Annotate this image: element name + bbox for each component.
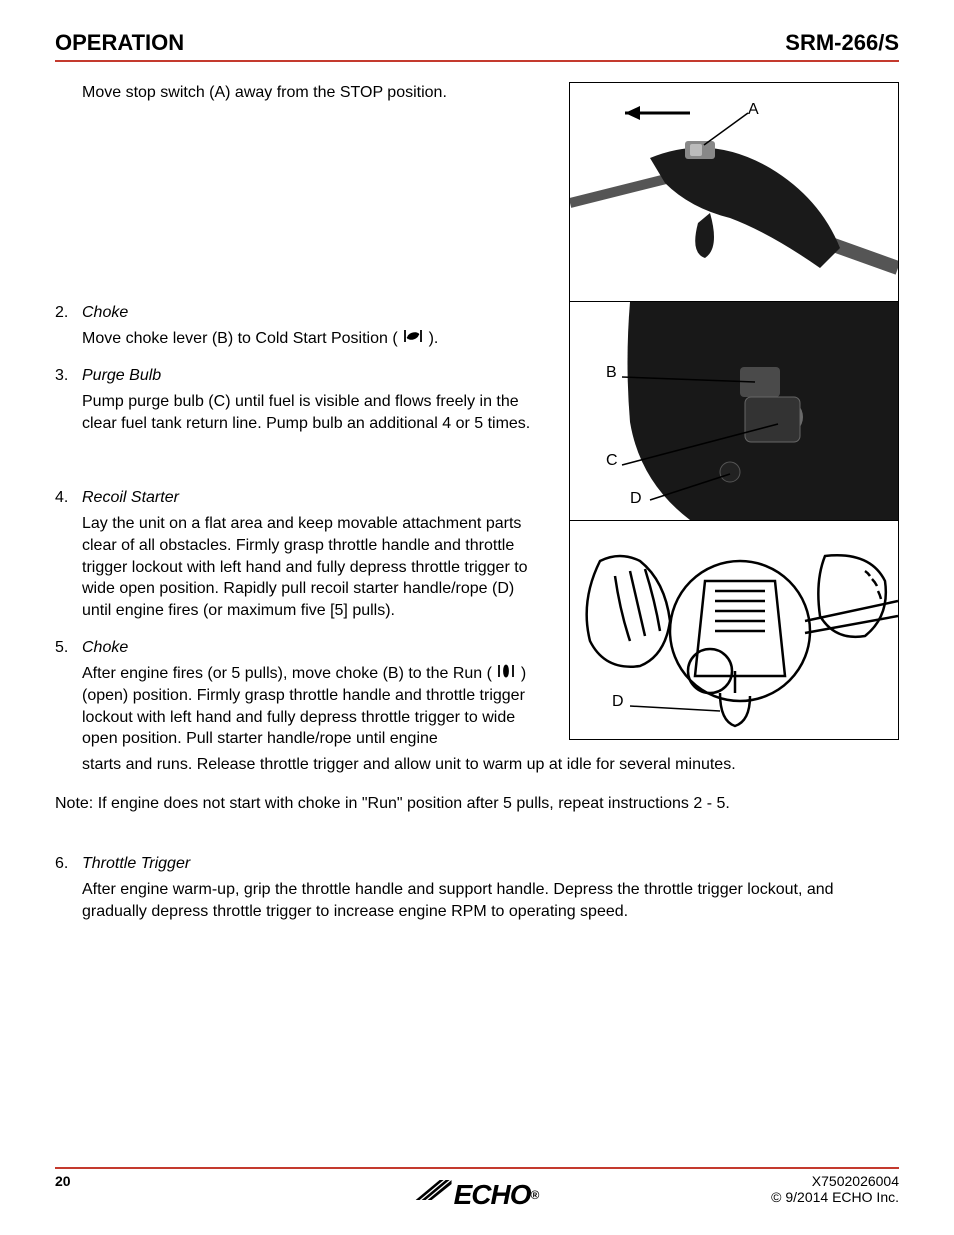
logo-text: ECHO xyxy=(454,1179,531,1211)
document-number: X7502026004 xyxy=(771,1173,899,1189)
step-text: Move choke lever (B) to Cold Start Posit… xyxy=(82,328,545,350)
footer-rule xyxy=(55,1167,899,1169)
echo-logo: ECHO ® xyxy=(416,1179,539,1211)
content-area: A B C D xyxy=(55,82,899,922)
figure-engine-choke: B C D xyxy=(569,301,899,521)
step-text-after: ). xyxy=(429,330,439,347)
step-text-before: After engine fires (or 5 pulls), move ch… xyxy=(82,665,492,682)
page-number: 20 xyxy=(55,1173,71,1189)
figure-stack: A B C D xyxy=(569,82,899,739)
note-text: Note: If engine does not start with chok… xyxy=(55,793,899,815)
text-column: 2. Choke Move choke lever (B) to Cold St… xyxy=(55,304,545,750)
figure-label-c: C xyxy=(606,452,618,470)
step-5-continuation: starts and runs. Release throttle trigge… xyxy=(82,754,899,776)
logo-stripes-icon xyxy=(416,1179,452,1211)
step-text: Pump purge bulb (C) until fuel is visibl… xyxy=(82,391,545,434)
copyright: © 9/2014 ECHO Inc. xyxy=(771,1189,899,1205)
step-5: 5. Choke After engine fires (or 5 pulls)… xyxy=(55,639,545,749)
step-title: Throttle Trigger xyxy=(82,855,899,873)
step-3: 3. Purge Bulb Pump purge bulb (C) until … xyxy=(55,367,545,434)
step-number: 6. xyxy=(55,855,82,922)
figure-label-d-upper: D xyxy=(630,490,642,508)
registered-mark: ® xyxy=(531,1188,539,1202)
step-2: 2. Choke Move choke lever (B) to Cold St… xyxy=(55,304,545,350)
page-header: OPERATION SRM-266/S xyxy=(55,30,899,62)
step-number: 5. xyxy=(55,639,82,749)
step-text-before: Move choke lever (B) to Cold Start Posit… xyxy=(82,330,398,347)
step-4: 4. Recoil Starter Lay the unit on a flat… xyxy=(55,489,545,621)
figure-recoil-starter: D xyxy=(569,520,899,740)
figure-label-b: B xyxy=(606,364,617,382)
step-number: 4. xyxy=(55,489,82,621)
step-text: After engine fires (or 5 pulls), move ch… xyxy=(82,663,545,749)
step-text: After engine warm-up, grip the throttle … xyxy=(82,879,899,922)
figure-label-a: A xyxy=(748,101,759,119)
step-text: Lay the unit on a flat area and keep mov… xyxy=(82,513,545,621)
choke-closed-icon xyxy=(402,328,424,350)
step-6: 6. Throttle Trigger After engine warm-up… xyxy=(55,855,899,922)
figure-throttle-handle: A xyxy=(569,82,899,302)
step-title: Recoil Starter xyxy=(82,489,545,507)
model-number: SRM-266/S xyxy=(785,30,899,56)
choke-open-icon xyxy=(496,663,516,685)
step-number: 3. xyxy=(55,367,82,434)
step-number: 2. xyxy=(55,304,82,350)
section-title: OPERATION xyxy=(55,30,184,56)
step-title: Choke xyxy=(82,304,545,322)
step-title: Purge Bulb xyxy=(82,367,545,385)
figure-label-d-lower: D xyxy=(612,693,624,711)
step-title: Choke xyxy=(82,639,545,657)
